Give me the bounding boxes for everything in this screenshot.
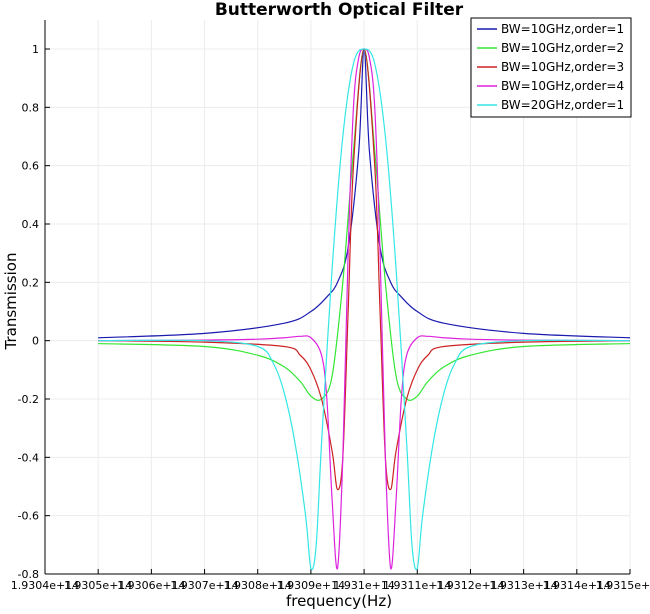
y-axis-label: Transmission (2, 253, 20, 351)
x-tick-label: 1.9314e+14 (543, 579, 611, 592)
x-tick-label: 1.9307e+14 (170, 579, 238, 592)
legend: BW=10GHz,order=1 BW=10GHz,order=2 BW=10GHz… (470, 17, 632, 118)
y-tick-label: 0.6 (22, 160, 40, 173)
legend-label: BW=10GHz,order=3 (501, 60, 624, 74)
x-tick-label: 1.9305e+14 (64, 579, 132, 592)
axes: 1.9304e+141.9305e+141.9306e+141.9307e+14… (11, 20, 650, 592)
x-tick-label: 1.9308e+14 (223, 579, 291, 592)
y-tick-label: 1 (32, 43, 39, 56)
legend-label: BW=20GHz,order=1 (501, 98, 624, 112)
chart-title: Butterworth Optical Filter (215, 0, 464, 20)
legend-box (470, 17, 632, 118)
x-tick-label: 1.9312e+14 (436, 579, 504, 592)
y-tick-label: -0.6 (18, 510, 39, 523)
y-tick-label: -0.8 (18, 568, 39, 581)
legend-label: BW=10GHz,order=1 (501, 22, 624, 36)
x-axis-label: frequency(Hz) (286, 592, 392, 610)
x-tick-label: 1.9311e+14 (383, 579, 451, 592)
series-lines (98, 48, 631, 571)
x-tick-label: 1.931e+14 (333, 579, 394, 592)
y-tick-label: 0.4 (22, 218, 40, 231)
x-tick-label: 1.9313e+14 (489, 579, 557, 592)
y-tick-label: -0.4 (18, 451, 39, 464)
x-tick-label: 1.9304e+14 (11, 579, 79, 592)
legend-label: BW=10GHz,order=4 (501, 79, 624, 93)
x-tick-label: 1.9306e+14 (117, 579, 185, 592)
x-tick-label: 1.9315e+14 (596, 579, 650, 592)
legend-label: BW=10GHz,order=2 (501, 41, 624, 55)
y-tick-label: 0 (32, 335, 39, 348)
series-line-5 (98, 48, 631, 571)
y-tick-label: 0.8 (22, 101, 40, 114)
x-tick-label: 1.9309e+14 (277, 579, 345, 592)
y-tick-label: -0.2 (18, 393, 39, 406)
y-tick-label: 0.2 (22, 276, 40, 289)
